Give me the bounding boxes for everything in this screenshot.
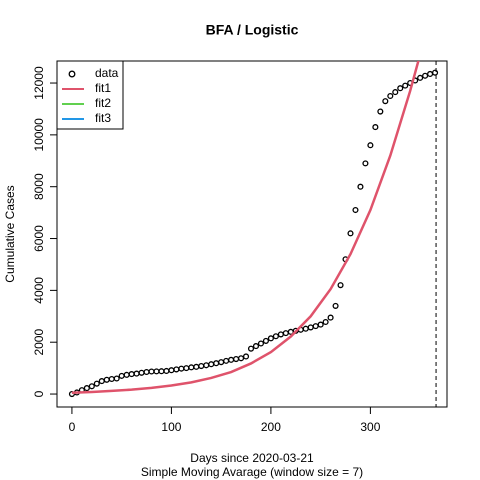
data-point bbox=[123, 371, 130, 378]
data-point bbox=[387, 92, 394, 100]
data-point bbox=[402, 82, 409, 89]
x-tick-label: 0 bbox=[69, 420, 76, 434]
y-tick-label: 10000 bbox=[32, 118, 46, 152]
y-tick-label: 0 bbox=[32, 390, 46, 397]
data-point bbox=[113, 375, 120, 382]
data-point bbox=[257, 340, 265, 347]
data-point bbox=[427, 70, 434, 78]
data-point bbox=[188, 364, 195, 371]
x-tick-label: 300 bbox=[360, 420, 380, 434]
data-point bbox=[128, 371, 135, 378]
data-point bbox=[362, 160, 369, 167]
data-point bbox=[332, 302, 339, 309]
fit-line bbox=[71, 61, 420, 394]
data-point bbox=[382, 98, 389, 105]
data-point bbox=[322, 318, 329, 326]
data-point bbox=[173, 366, 180, 373]
legend-label: data bbox=[95, 66, 119, 80]
data-point bbox=[377, 108, 384, 115]
data-point bbox=[307, 324, 314, 331]
y-tick-label: 4000 bbox=[32, 277, 46, 304]
data-point bbox=[312, 323, 319, 330]
data-point bbox=[337, 282, 344, 289]
legend-label: fit3 bbox=[95, 111, 111, 125]
data-point bbox=[203, 362, 210, 369]
data-point bbox=[238, 355, 245, 362]
data-point bbox=[193, 363, 200, 370]
data-point bbox=[422, 72, 429, 79]
data-point bbox=[247, 345, 255, 352]
data-point bbox=[372, 124, 379, 131]
data-point bbox=[148, 368, 155, 375]
data-point bbox=[367, 142, 374, 149]
data-point bbox=[432, 69, 439, 76]
data-point bbox=[347, 230, 354, 237]
y-tick-label: 6000 bbox=[32, 225, 46, 252]
data-point bbox=[93, 380, 100, 387]
data-point bbox=[272, 333, 279, 340]
data-point bbox=[163, 367, 170, 375]
x-axis-label: Days since 2020-03-21 bbox=[190, 451, 314, 465]
data-point bbox=[392, 89, 399, 96]
data-point bbox=[267, 335, 274, 342]
subtitle: Simple Moving Avarage (window size = 7) bbox=[141, 465, 363, 479]
chart-title: BFA / Logistic bbox=[206, 22, 299, 38]
data-point bbox=[118, 372, 125, 379]
data-point bbox=[143, 368, 150, 376]
data-point bbox=[223, 357, 230, 364]
data-point bbox=[302, 325, 309, 332]
plot-area bbox=[68, 61, 439, 407]
data-point bbox=[183, 365, 190, 372]
data-point bbox=[168, 367, 175, 374]
data-point bbox=[88, 383, 95, 390]
y-tick-label: 8000 bbox=[32, 173, 46, 200]
y-axis-label: Cumulative Cases bbox=[3, 185, 17, 282]
x-tick-label: 200 bbox=[261, 420, 281, 434]
data-point bbox=[282, 330, 289, 337]
data-point bbox=[138, 369, 145, 376]
data-point bbox=[198, 363, 205, 370]
data-point bbox=[108, 375, 115, 383]
data-point bbox=[277, 331, 284, 338]
y-tick-label: 2000 bbox=[32, 329, 46, 356]
data-point bbox=[158, 368, 165, 375]
legend-label: fit1 bbox=[95, 81, 111, 95]
legend-label: fit2 bbox=[95, 96, 111, 110]
data-point bbox=[228, 356, 235, 363]
data-point bbox=[417, 74, 424, 81]
y-tick-label: 12000 bbox=[32, 66, 46, 100]
data-point bbox=[98, 378, 105, 385]
x-tick-label: 100 bbox=[161, 420, 181, 434]
data-point bbox=[213, 360, 220, 367]
data-point bbox=[352, 206, 359, 214]
data-point bbox=[153, 368, 160, 375]
data-point bbox=[233, 356, 240, 363]
legend-box bbox=[56, 60, 124, 130]
data-point bbox=[83, 385, 90, 392]
data-point bbox=[103, 376, 110, 383]
data-point bbox=[178, 365, 185, 372]
data-point bbox=[252, 343, 260, 350]
legend-symbol bbox=[68, 70, 76, 78]
data-point bbox=[218, 359, 225, 366]
data-point bbox=[262, 337, 269, 344]
data-point bbox=[133, 370, 140, 377]
data-point bbox=[327, 314, 334, 321]
data-point bbox=[317, 321, 324, 328]
data-point bbox=[242, 353, 250, 360]
data-point bbox=[208, 361, 215, 368]
data-point bbox=[397, 85, 404, 92]
data-point bbox=[357, 183, 364, 190]
